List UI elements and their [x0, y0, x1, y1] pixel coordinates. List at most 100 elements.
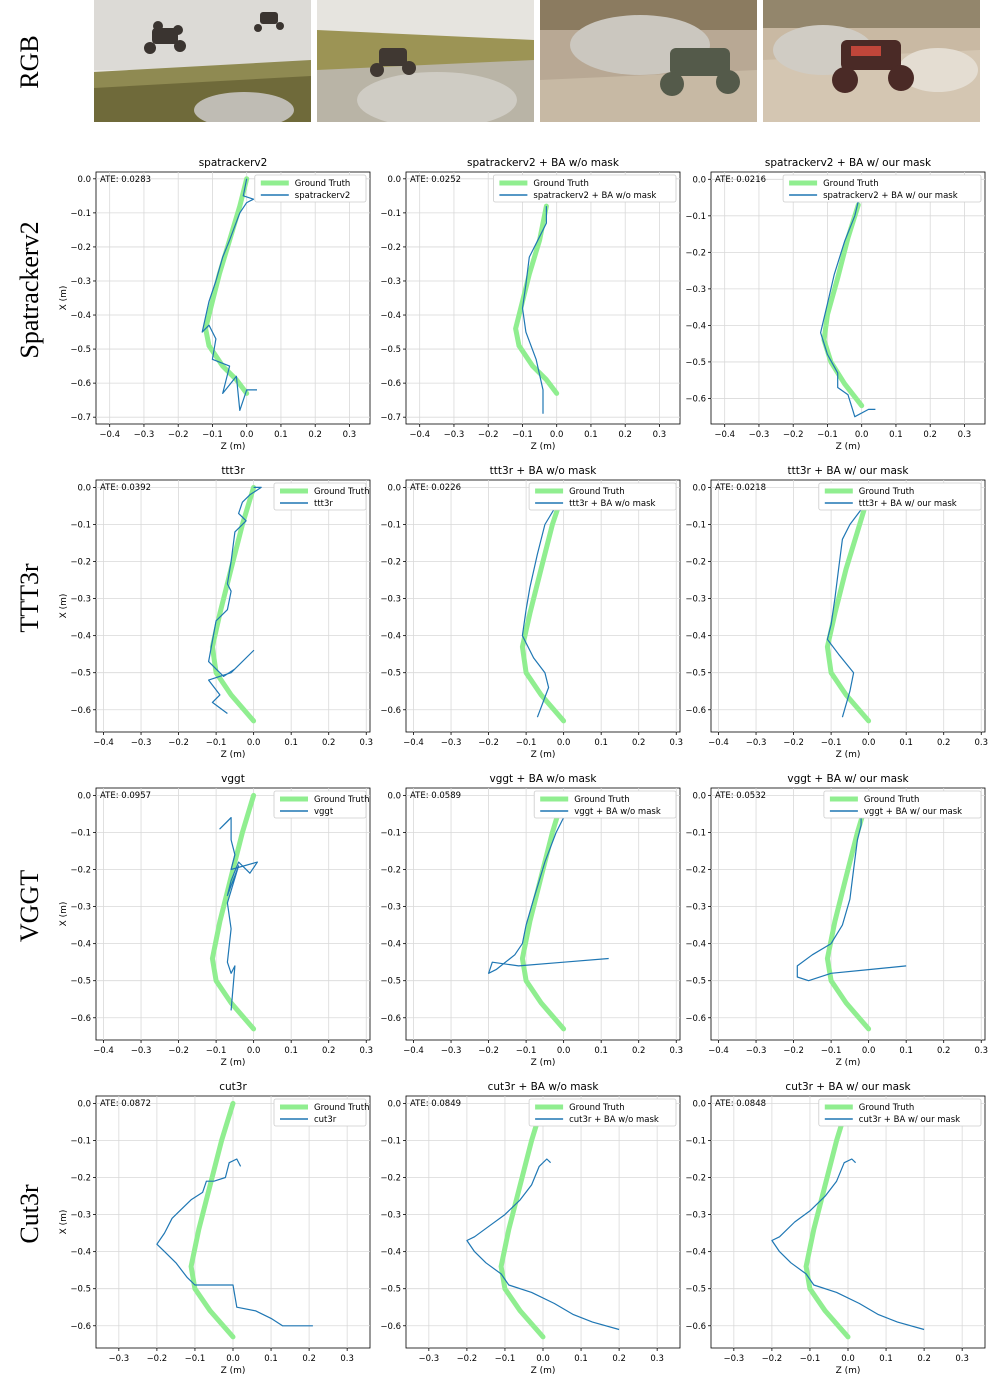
- x-tick-label: 0.1: [889, 430, 903, 440]
- y-tick-label: −0.2: [380, 866, 401, 876]
- x-tick-label: 0.2: [322, 1046, 336, 1056]
- y-tick-label: −0.5: [70, 1285, 91, 1295]
- x-tick-label: −0.2: [168, 1046, 189, 1056]
- legend-ground-truth-label: Ground Truth: [295, 179, 351, 189]
- x-tick-label: 0.3: [340, 1354, 354, 1364]
- y-tick-label: −0.6: [380, 706, 401, 716]
- x-tick-label: −0.1: [821, 738, 842, 748]
- chart-title: spatrackerv2 + BA w/o mask: [467, 157, 620, 169]
- plot-area: [95, 479, 371, 733]
- estimate-line: [156, 1158, 313, 1327]
- chart-title: spatrackerv2: [199, 157, 268, 169]
- x-tick-label: −0.1: [800, 1354, 821, 1364]
- legend-box: [818, 1098, 982, 1127]
- x-tick-label: −0.1: [516, 738, 537, 748]
- y-tick-label: −0.5: [380, 669, 401, 679]
- y-tick-label: −0.3: [380, 903, 401, 913]
- x-tick-label: −0.2: [168, 430, 189, 440]
- legend-estimate-label: vggt + BA w/ our mask: [864, 807, 962, 817]
- y-tick-label: −0.4: [685, 321, 706, 331]
- ground-truth-line: [519, 792, 567, 1032]
- y-tick-label: −0.3: [380, 277, 401, 287]
- ate-annotation: ATE: 0.0226: [410, 483, 461, 493]
- x-tick-label: 0.2: [618, 430, 632, 440]
- rgb-frame-1: [94, 0, 311, 122]
- legend-estimate-label: spatrackerv2 + BA w/o mask: [533, 191, 656, 201]
- y-tick-label: −0.1: [70, 828, 91, 838]
- y-tick-label: 0.0: [77, 791, 91, 801]
- estimate-line: [466, 1158, 620, 1331]
- x-tick-label: 0.1: [274, 430, 288, 440]
- y-tick-label: −0.1: [70, 1136, 91, 1146]
- legend-ground-truth-label: Ground Truth: [533, 179, 589, 189]
- plot-area: [95, 171, 371, 425]
- x-tick-label: 0.0: [550, 430, 564, 440]
- ate-annotation: ATE: 0.0218: [715, 483, 766, 493]
- legend-estimate-label: cut3r + BA w/ our mask: [859, 1115, 960, 1125]
- x-tick-label: −0.1: [206, 738, 227, 748]
- chart-title: ttt3r + BA w/ our mask: [788, 465, 910, 477]
- y-tick-label: −0.2: [685, 866, 706, 876]
- x-tick-label: 0.1: [879, 1354, 893, 1364]
- x-tick-label: 0.3: [669, 738, 683, 748]
- x-tick-label: 0.2: [937, 1046, 951, 1056]
- plot-area: [95, 787, 371, 1041]
- y-tick-label: −0.3: [685, 1211, 706, 1221]
- legend: Ground Truth cut3r + BA w/o mask: [528, 1098, 677, 1127]
- legend-ground-truth-label: Ground Truth: [314, 795, 370, 805]
- ground-truth-line: [203, 176, 250, 396]
- trajectory-chart-4: ttt3r −0.4 −0.3 −0.2 −0.1 0.0 0.1 0.2 0.3 0.0 −0.1…: [59, 465, 373, 760]
- x-tick-label: −0.2: [783, 430, 804, 440]
- y-tick-label: −0.5: [380, 1285, 401, 1295]
- x-tick-label: −0.2: [478, 430, 499, 440]
- estimate-line: [488, 817, 609, 974]
- x-tick-label: −0.4: [93, 738, 114, 748]
- ate-annotation: ATE: 0.0392: [100, 483, 151, 493]
- ate-annotation: ATE: 0.0532: [715, 791, 766, 801]
- estimate-line: [201, 178, 257, 411]
- ate-annotation: ATE: 0.0848: [715, 1099, 766, 1109]
- y-axis-label: X (m): [59, 1210, 69, 1235]
- legend-estimate-label: cut3r: [314, 1115, 337, 1125]
- x-tick-label: −0.3: [441, 1046, 462, 1056]
- x-tick-label: 0.1: [899, 738, 913, 748]
- ground-truth-line: [519, 488, 567, 724]
- y-tick-label: −0.7: [70, 413, 91, 423]
- legend: Ground Truth vggt + BA w/o mask: [533, 790, 677, 819]
- y-tick-label: −0.6: [685, 1014, 706, 1024]
- legend-ground-truth-label: Ground Truth: [569, 1103, 625, 1113]
- legend: Ground Truth cut3r: [273, 1098, 370, 1127]
- y-tick-label: −0.3: [70, 277, 91, 287]
- plot-area: [405, 479, 681, 733]
- x-tick-label: −0.4: [403, 738, 424, 748]
- x-tick-label: 0.1: [594, 738, 608, 748]
- x-tick-label: 0.3: [669, 1046, 683, 1056]
- x-tick-label: 0.3: [359, 738, 373, 748]
- x-axis-label: Z (m): [221, 1366, 246, 1376]
- x-tick-label: −0.2: [147, 1354, 168, 1364]
- x-tick-label: −0.1: [495, 1354, 516, 1364]
- estimate-line: [219, 816, 258, 1011]
- y-tick-label: −0.6: [70, 706, 91, 716]
- y-tick-label: −0.6: [685, 706, 706, 716]
- y-tick-label: −0.2: [70, 866, 91, 876]
- y-tick-label: −0.2: [70, 1174, 91, 1184]
- y-tick-label: −0.4: [70, 1248, 91, 1258]
- legend-estimate-label: vggt + BA w/o mask: [574, 807, 661, 817]
- y-tick-label: −0.2: [380, 243, 401, 253]
- y-tick-label: −0.2: [685, 248, 706, 258]
- legend: Ground Truth spatrackerv2 + BA w/ our mas…: [782, 174, 982, 203]
- y-tick-label: −0.4: [380, 940, 401, 950]
- y-tick-label: −0.6: [70, 379, 91, 389]
- y-tick-label: −0.1: [70, 209, 91, 219]
- x-tick-label: 0.3: [650, 1354, 664, 1364]
- y-axis-label: X (m): [59, 594, 69, 619]
- chart-title: spatrackerv2 + BA w/ our mask: [765, 157, 932, 169]
- legend-box: [818, 482, 982, 511]
- x-tick-label: −0.2: [478, 738, 499, 748]
- estimate-line: [826, 494, 870, 718]
- y-tick-label: −0.1: [685, 828, 706, 838]
- legend-box: [533, 790, 677, 819]
- legend-box: [823, 790, 982, 819]
- legend-ground-truth-label: Ground Truth: [574, 795, 630, 805]
